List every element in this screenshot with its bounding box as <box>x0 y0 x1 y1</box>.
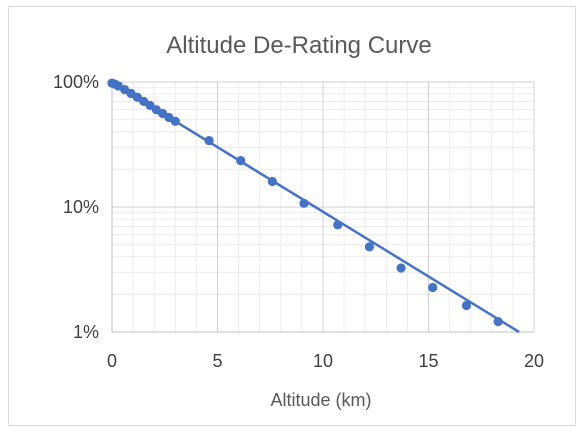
chart-title: Altitude De-Rating Curve <box>166 32 431 59</box>
x-tick-label: 10 <box>313 351 333 371</box>
data-point <box>268 177 277 186</box>
x-tick-label: 5 <box>212 351 222 371</box>
data-point <box>428 283 437 292</box>
data-point <box>236 156 245 165</box>
data-point <box>462 301 471 310</box>
y-tick-label: 100% <box>53 72 99 92</box>
x-tick-label: 0 <box>107 351 117 371</box>
data-point <box>333 220 342 229</box>
data-point <box>299 199 308 208</box>
x-axis-label: Altitude (km) <box>270 390 371 410</box>
y-tick-label: 10% <box>63 197 99 217</box>
x-tick-label: 20 <box>524 351 544 371</box>
data-point <box>396 263 405 272</box>
data-point <box>204 136 213 145</box>
chart-container: Altitude De-Rating Curve 0 5 10 15 20 1% 10% 10… <box>8 6 576 426</box>
chart-svg: Altitude De-Rating Curve 0 5 10 15 20 1% 10% 10… <box>9 7 575 425</box>
data-point <box>171 117 180 126</box>
x-tick-label: 15 <box>418 351 438 371</box>
data-point <box>365 242 374 251</box>
y-tick-label: 1% <box>73 322 99 342</box>
data-point <box>494 317 503 326</box>
